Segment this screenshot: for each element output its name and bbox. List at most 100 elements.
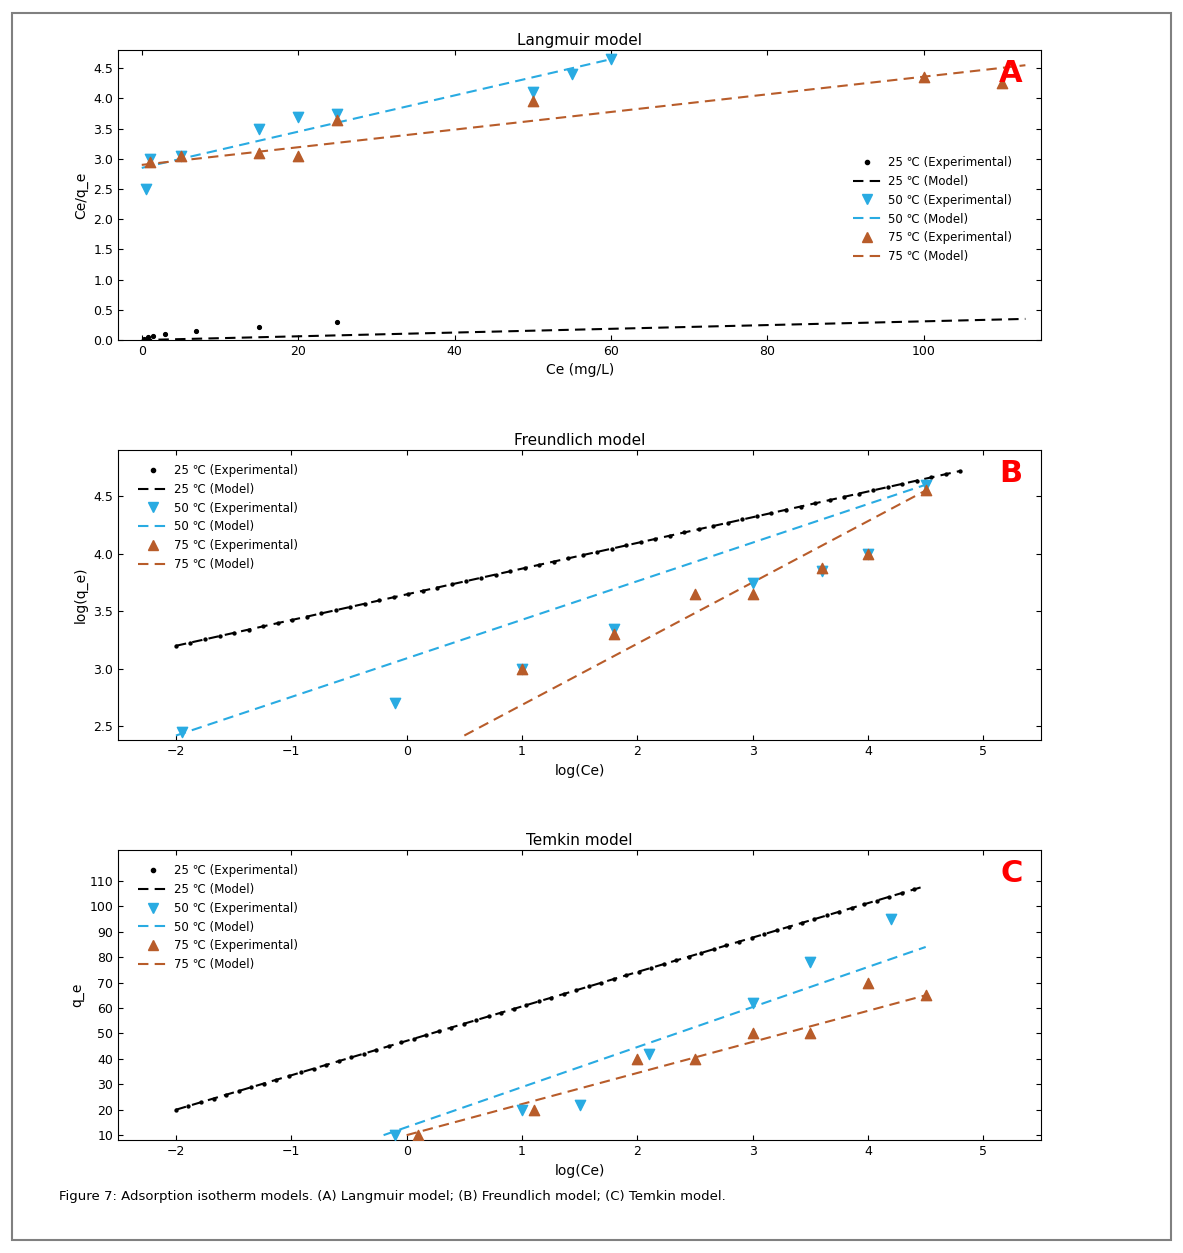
Point	[250, 143, 269, 163]
Point	[801, 952, 820, 972]
Point	[905, 880, 924, 900]
Point	[632, 533, 651, 553]
Legend: 25 ℃ (Experimental), 25 ℃ (Model), 50 ℃ (Experimental), 50 ℃ (Model), 75 ℃ (Expe: 25 ℃ (Experimental), 25 ℃ (Model), 50 ℃ …	[134, 459, 303, 576]
Point	[367, 1040, 386, 1060]
Point	[755, 925, 774, 945]
Point	[916, 480, 935, 500]
Point	[328, 104, 347, 124]
Point	[195, 629, 214, 649]
Y-axis label: q_e: q_e	[70, 984, 84, 1007]
Point	[225, 623, 244, 643]
Legend: 25 ℃ (Experimental), 25 ℃ (Model), 50 ℃ (Experimental), 50 ℃ (Model), 75 ℃ (Expe: 25 ℃ (Experimental), 25 ℃ (Model), 50 ℃ …	[848, 152, 1016, 268]
Point	[793, 913, 812, 933]
Y-axis label: log(q_e): log(q_e)	[73, 566, 88, 624]
Point	[993, 74, 1011, 94]
Point	[674, 523, 693, 543]
Point	[859, 972, 878, 992]
Point	[429, 1021, 448, 1041]
Point	[730, 932, 749, 952]
Point	[384, 588, 403, 608]
Point	[405, 1029, 424, 1049]
Point	[392, 1032, 411, 1053]
Point	[173, 722, 192, 742]
Point	[216, 1085, 235, 1105]
Point	[817, 906, 836, 926]
Point	[203, 1089, 222, 1109]
Point	[881, 908, 900, 928]
Point	[588, 541, 607, 561]
Point	[386, 693, 405, 713]
Point	[936, 464, 955, 484]
Point	[748, 506, 767, 526]
Point	[544, 551, 563, 571]
Point	[172, 145, 190, 165]
Point	[512, 659, 531, 679]
Point	[762, 502, 781, 523]
Point	[479, 1006, 498, 1026]
Point	[916, 475, 935, 495]
Point	[867, 891, 886, 911]
Point	[211, 626, 230, 647]
Point	[605, 969, 623, 989]
Point	[156, 325, 175, 345]
Point	[327, 600, 345, 620]
Point	[329, 1051, 348, 1071]
Y-axis label: Ce/q_e: Ce/q_e	[73, 172, 88, 219]
Point	[341, 596, 360, 616]
Point	[849, 484, 868, 504]
Point	[467, 1010, 486, 1030]
Point	[616, 535, 635, 555]
Point	[409, 1125, 428, 1145]
Point	[292, 1063, 311, 1083]
Point	[835, 487, 854, 507]
Point	[167, 1100, 186, 1120]
Point	[297, 606, 316, 626]
Point	[842, 898, 861, 918]
Point	[679, 946, 698, 966]
Point	[179, 1096, 198, 1116]
Point	[733, 510, 752, 530]
Point	[605, 624, 623, 644]
Point	[854, 895, 873, 915]
Text: B: B	[1000, 459, 1022, 487]
Point	[342, 1048, 361, 1068]
Point	[138, 327, 157, 347]
Point	[592, 972, 610, 992]
Text: C: C	[1000, 860, 1022, 888]
Point	[454, 1014, 473, 1034]
Point	[574, 545, 593, 565]
Point	[253, 616, 272, 637]
Point	[529, 991, 548, 1011]
Point	[442, 574, 461, 594]
Point	[880, 887, 899, 907]
Point	[654, 954, 673, 974]
Point	[172, 145, 190, 165]
Point	[864, 480, 883, 500]
Point	[441, 1017, 460, 1037]
Point	[667, 950, 686, 970]
Point	[829, 902, 848, 922]
Point	[328, 109, 347, 129]
Point	[743, 992, 762, 1012]
Point	[813, 558, 832, 578]
Point	[558, 549, 577, 569]
Point	[813, 561, 832, 581]
Point	[660, 526, 679, 546]
Point	[916, 985, 935, 1005]
Point	[628, 1049, 647, 1069]
Point	[907, 471, 926, 491]
Point	[616, 965, 635, 985]
Point	[878, 477, 897, 497]
Point	[279, 1066, 298, 1086]
Point	[743, 1024, 762, 1044]
Point	[486, 565, 505, 585]
Point	[241, 1078, 260, 1098]
Title: Langmuir model: Langmuir model	[517, 33, 642, 48]
Point	[686, 1049, 705, 1069]
Point	[804, 910, 823, 930]
Point	[317, 1055, 336, 1075]
Point	[717, 935, 736, 955]
Point	[523, 91, 542, 112]
Point	[144, 326, 163, 346]
Point	[524, 1100, 543, 1120]
